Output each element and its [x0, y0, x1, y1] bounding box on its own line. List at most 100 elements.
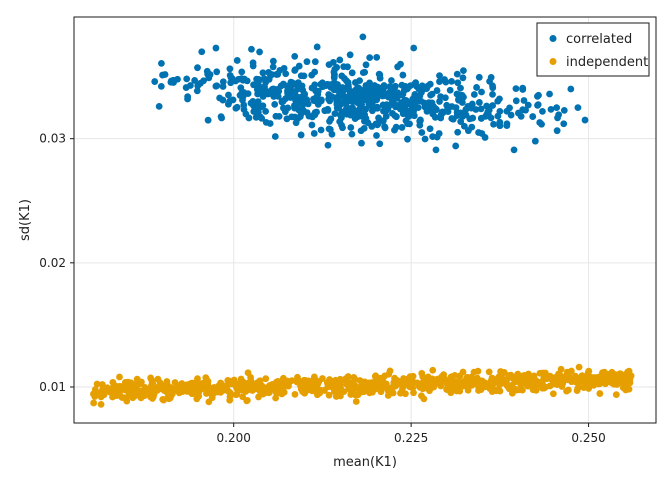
data-point-independent — [194, 375, 201, 383]
data-point-correlated — [239, 96, 246, 104]
data-point-independent — [332, 393, 340, 400]
data-point-correlated — [301, 90, 309, 98]
data-point-independent — [278, 385, 286, 393]
data-point-correlated — [466, 115, 474, 123]
data-point-correlated — [330, 86, 338, 94]
data-point-independent — [546, 382, 554, 390]
data-point-correlated — [213, 68, 221, 76]
data-point-independent — [230, 377, 238, 385]
data-point-correlated — [389, 90, 397, 98]
data-point-correlated — [425, 99, 433, 107]
data-point-correlated — [219, 83, 227, 90]
legend-label-independent: independent — [566, 55, 648, 70]
data-point-correlated — [248, 45, 255, 53]
data-point-correlated — [441, 94, 449, 102]
data-point-correlated — [303, 109, 311, 116]
data-point-independent — [397, 389, 404, 397]
data-point-independent — [549, 390, 557, 398]
data-point-correlated — [452, 142, 460, 150]
data-point-independent — [424, 377, 432, 385]
data-point-correlated — [204, 116, 212, 124]
data-point-independent — [591, 379, 599, 387]
data-point-correlated — [348, 69, 356, 77]
data-point-correlated — [381, 123, 389, 131]
data-point-correlated — [382, 106, 390, 114]
data-point-independent — [614, 376, 622, 383]
data-point-correlated — [424, 82, 432, 90]
data-point-correlated — [218, 114, 226, 122]
data-point-correlated — [496, 107, 504, 115]
data-point-independent — [208, 385, 216, 393]
data-point-correlated — [360, 124, 368, 132]
data-point-correlated — [240, 106, 248, 113]
data-point-independent — [249, 381, 257, 389]
data-point-correlated — [553, 104, 561, 112]
data-point-correlated — [512, 85, 520, 93]
data-point-correlated — [418, 129, 426, 136]
data-point-independent — [301, 389, 309, 397]
data-point-independent — [309, 379, 316, 387]
data-point-correlated — [368, 107, 376, 115]
data-point-independent — [555, 370, 562, 378]
data-point-correlated — [430, 103, 437, 111]
data-point-independent — [456, 372, 464, 380]
data-point-correlated — [386, 101, 394, 109]
data-point-correlated — [325, 125, 333, 133]
data-point-correlated — [254, 98, 262, 105]
data-point-correlated — [282, 70, 290, 78]
data-point-independent — [475, 378, 482, 386]
data-point-correlated — [410, 108, 417, 115]
data-point-correlated — [512, 97, 520, 105]
data-point-correlated — [446, 86, 454, 94]
data-point-correlated — [255, 78, 262, 85]
data-point-correlated — [288, 79, 296, 87]
data-point-correlated — [581, 116, 589, 124]
data-point-correlated — [250, 102, 257, 110]
data-point-correlated — [336, 88, 344, 95]
data-point-independent — [391, 374, 398, 382]
data-point-correlated — [194, 64, 201, 72]
data-point-correlated — [272, 112, 280, 120]
data-point-independent — [563, 387, 570, 395]
data-point-correlated — [519, 106, 527, 114]
data-point-independent — [116, 392, 124, 400]
data-point-independent — [599, 376, 607, 383]
data-point-correlated — [290, 88, 298, 95]
data-point-independent — [559, 379, 567, 387]
data-point-correlated — [294, 79, 302, 87]
data-point-correlated — [291, 67, 299, 74]
data-point-independent — [575, 363, 583, 371]
data-point-correlated — [258, 90, 266, 98]
data-point-independent — [319, 375, 326, 382]
data-point-correlated — [428, 90, 436, 98]
data-point-independent — [233, 385, 241, 393]
data-point-correlated — [324, 141, 332, 149]
data-point-correlated — [226, 71, 234, 79]
data-point-correlated — [560, 106, 568, 114]
data-point-correlated — [410, 44, 418, 52]
data-point-correlated — [331, 110, 339, 118]
data-point-correlated — [258, 114, 266, 122]
data-point-independent — [426, 387, 433, 395]
data-point-independent — [613, 381, 621, 388]
data-point-independent — [485, 368, 493, 376]
data-point-correlated — [377, 84, 384, 92]
legend-marker-independent — [549, 58, 557, 65]
data-point-independent — [572, 378, 580, 386]
data-point-independent — [383, 384, 391, 392]
data-point-correlated — [402, 108, 410, 116]
data-point-correlated — [265, 75, 273, 83]
data-point-correlated — [184, 95, 191, 103]
data-point-independent — [272, 394, 280, 402]
data-point-correlated — [342, 99, 350, 107]
data-point-independent — [180, 382, 188, 390]
data-point-correlated — [560, 120, 568, 128]
data-point-correlated — [436, 72, 443, 80]
data-point-correlated — [216, 94, 224, 102]
data-point-correlated — [270, 93, 278, 100]
data-point-correlated — [335, 104, 343, 111]
data-point-correlated — [315, 98, 323, 105]
data-point-correlated — [200, 77, 207, 85]
data-point-independent — [419, 385, 427, 393]
data-point-correlated — [421, 135, 429, 143]
